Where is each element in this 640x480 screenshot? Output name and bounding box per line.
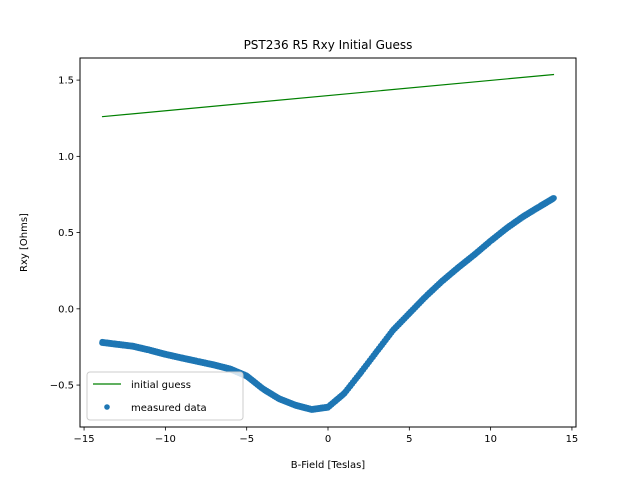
plot-area <box>99 73 557 413</box>
axes-frame <box>79 57 577 428</box>
initial-guess-line <box>101 73 555 118</box>
measured-data-point <box>551 195 557 201</box>
measured-data-points <box>99 195 557 413</box>
legend-box <box>86 371 244 421</box>
y-tick-label: 0.0 <box>58 304 74 315</box>
y-tick-label: 1.0 <box>58 152 74 163</box>
x-tick-label: 15 <box>566 434 579 445</box>
legend: initial guess measured data <box>86 371 244 421</box>
x-tick-label: 10 <box>484 434 497 445</box>
legend-measured-data-swatch <box>104 404 110 410</box>
x-tick-label: 5 <box>406 434 412 445</box>
y-tick-label: −0.5 <box>50 381 74 392</box>
legend-initial-guess-label: initial guess <box>131 380 191 391</box>
x-axis-ticks: −15 −10 −5 0 5 10 15 <box>74 427 579 445</box>
chart-title: PST236 R5 Rxy Initial Guess <box>244 38 413 52</box>
x-tick-label: −15 <box>74 434 95 445</box>
y-axis-ticks: −0.5 0.0 0.5 1.0 1.5 <box>50 76 80 392</box>
legend-measured-data-label: measured data <box>131 403 207 414</box>
x-tick-label: −10 <box>155 434 176 445</box>
y-tick-label: 0.5 <box>58 228 74 239</box>
x-tick-label: −5 <box>239 434 254 445</box>
y-axis-label: Rxy [Ohms] <box>19 213 30 272</box>
x-axis-label: B-Field [Teslas] <box>291 460 366 471</box>
x-tick-label: 0 <box>325 434 331 445</box>
y-tick-label: 1.5 <box>58 76 74 87</box>
